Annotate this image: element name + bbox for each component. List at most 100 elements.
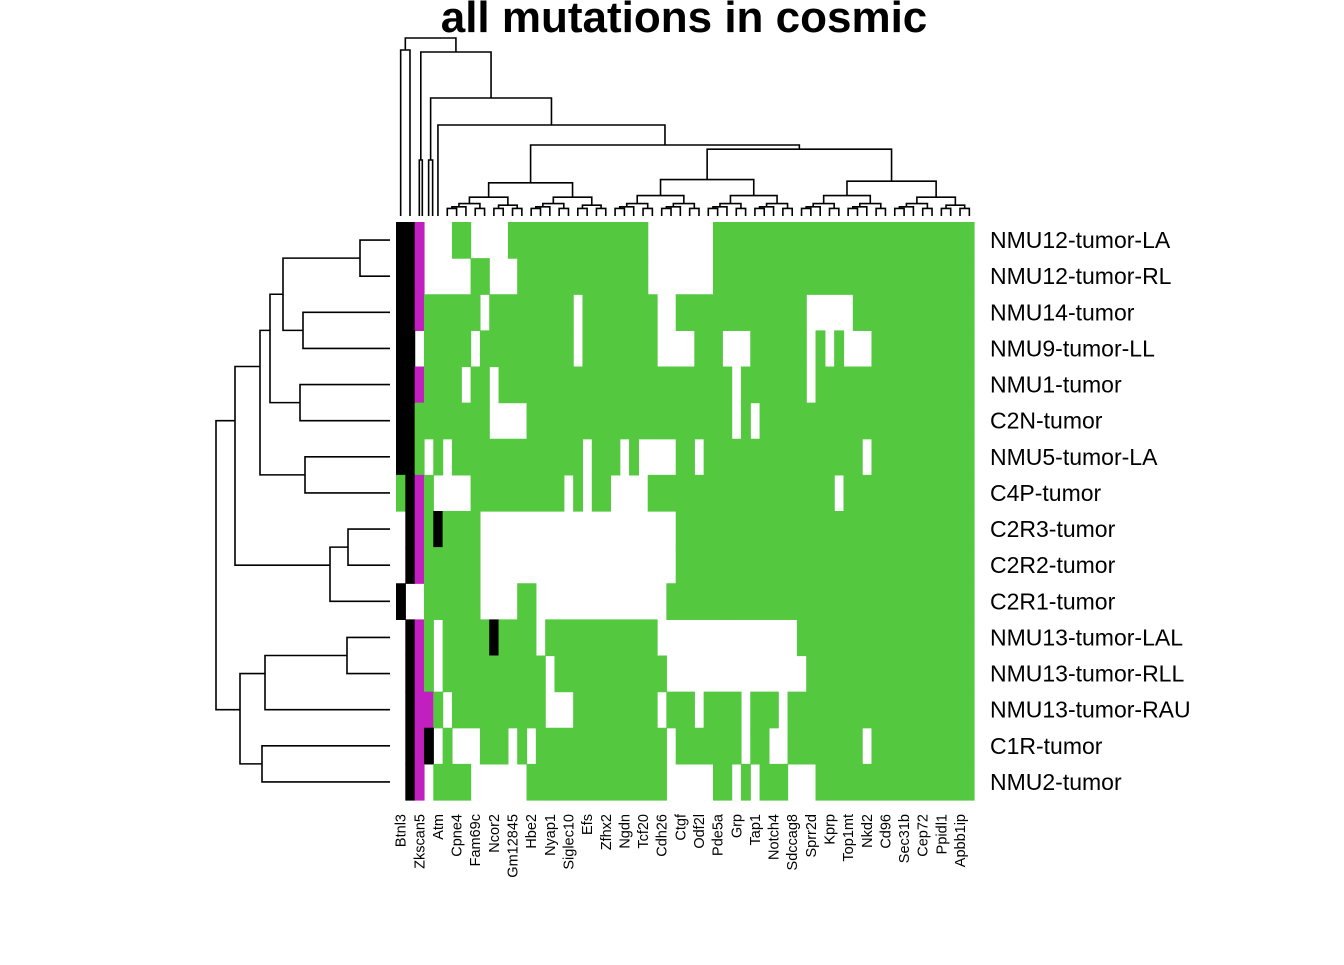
heatmap-cell (862, 619, 873, 657)
heatmap-cell (591, 619, 602, 657)
heatmap-cell (852, 402, 863, 440)
heatmap-cell (824, 511, 835, 548)
row-label: C2R1-tumor (990, 588, 1116, 614)
heatmap-cell (657, 366, 667, 404)
heatmap-cell (451, 583, 462, 620)
heatmap-cell (722, 511, 733, 548)
heatmap-cell (768, 691, 779, 729)
heatmap-cell (890, 655, 901, 693)
heatmap-cell (731, 474, 742, 512)
heatmap-cell (479, 330, 490, 368)
heatmap-cell (964, 583, 975, 620)
heatmap-cell (787, 366, 798, 404)
heatmap-cell (423, 330, 434, 368)
heatmap-cell (862, 763, 873, 801)
heatmap-cell (927, 511, 938, 548)
heatmap-cell (703, 438, 714, 476)
heatmap-cell (526, 222, 537, 259)
heatmap-cell (815, 330, 826, 368)
heatmap-cell (955, 330, 966, 368)
column-dendrogram-branch (735, 207, 747, 216)
heatmap-cell (806, 474, 817, 512)
heatmap-cell (946, 547, 956, 584)
heatmap-cell (433, 438, 444, 476)
heatmap-cell (759, 438, 770, 476)
heatmap-cell (442, 619, 453, 657)
heatmap-cell (815, 474, 826, 512)
heatmap-cell (675, 294, 686, 331)
column-dendrogram-branch (595, 207, 607, 216)
heatmap-cell (964, 547, 975, 584)
heatmap-cell (862, 583, 873, 620)
heatmap-cell (787, 438, 798, 476)
column-label: Tap1 (748, 814, 764, 845)
heatmap-cell (824, 258, 835, 295)
heatmap-cell (517, 258, 528, 295)
heatmap-cell (740, 583, 751, 620)
heatmap-cell (740, 222, 751, 259)
heatmap-cell (759, 547, 770, 584)
heatmap-cell (955, 474, 966, 512)
heatmap-cell (787, 547, 798, 584)
heatmap-cell (815, 655, 826, 693)
heatmap-cell (517, 366, 528, 404)
heatmap-cell (535, 222, 546, 259)
heatmap-cell (806, 402, 817, 440)
heatmap-cell (862, 474, 873, 512)
heatmap-cell (461, 583, 472, 620)
heatmap-cell (759, 583, 770, 620)
column-label: Nkd2 (860, 814, 876, 848)
heatmap-cell (722, 727, 733, 765)
heatmap-cell (815, 222, 826, 259)
column-label: Cd96 (878, 814, 894, 849)
column-dendrogram-branch (729, 194, 778, 204)
heatmap-cell (517, 655, 528, 693)
column-dendrogram-branch (558, 207, 570, 216)
heatmap-cell (666, 474, 677, 512)
heatmap-cell (880, 619, 891, 657)
heatmap-cell (526, 474, 537, 512)
column-dendrogram-branch (660, 207, 672, 216)
heatmap-cell (908, 258, 919, 295)
heatmap-cell (405, 438, 416, 476)
heatmap-cell (880, 330, 891, 368)
heatmap-cell (852, 655, 863, 693)
column-dendrogram-branch (427, 159, 434, 216)
column-dendrogram-branch (399, 49, 411, 216)
heatmap-cell (890, 583, 901, 620)
heatmap-cell (852, 222, 863, 259)
heatmap-cell (396, 474, 406, 512)
heatmap-cell (740, 366, 751, 404)
heatmap-cell (433, 547, 444, 584)
column-label: Sprr2d (804, 814, 820, 858)
heatmap-cell (834, 547, 845, 584)
heatmap-cell (815, 727, 826, 765)
heatmap-cell (657, 727, 667, 765)
heatmap-cell (731, 583, 742, 620)
heatmap-cell (946, 294, 956, 331)
column-dendrogram-branch (688, 207, 700, 216)
heatmap-cell (423, 727, 434, 765)
row-label: C1R-tumor (990, 733, 1103, 759)
heatmap-cell (759, 258, 770, 295)
heatmap-cell (442, 655, 453, 693)
heatmap-cell (451, 619, 462, 657)
heatmap-cell (778, 511, 789, 548)
heatmap-cell (423, 547, 434, 584)
heatmap-cell (712, 402, 723, 440)
heatmap-cell (918, 691, 928, 729)
heatmap-cell (731, 438, 742, 476)
heatmap-cell (703, 366, 714, 404)
column-dendrogram-branch (707, 207, 719, 216)
heatmap-cell (750, 727, 761, 765)
row-label: NMU12-tumor-LA (990, 227, 1171, 253)
heatmap-cell (759, 366, 770, 404)
heatmap-cell (479, 402, 490, 440)
heatmap-cell (918, 402, 928, 440)
row-dendrogram-branch (282, 257, 360, 332)
heatmap-cell (834, 583, 845, 620)
heatmap-cell (470, 619, 481, 657)
heatmap-cell (936, 763, 947, 801)
heatmap-cell (442, 330, 453, 368)
heatmap-cell (591, 330, 602, 368)
